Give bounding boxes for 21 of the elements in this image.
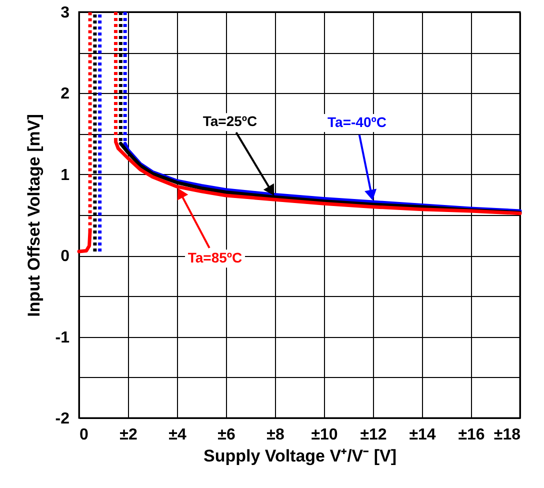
x-tick-label: ±12 bbox=[360, 426, 387, 444]
x-tick-label: ±8 bbox=[266, 426, 284, 444]
x-tick-label: ±6 bbox=[218, 426, 236, 444]
y-tick-label: 3 bbox=[60, 4, 70, 22]
x-tick-label: ±14 bbox=[409, 426, 436, 444]
x-tick-label: ±18 bbox=[494, 426, 521, 444]
x-tick-label: 0 bbox=[80, 426, 88, 444]
x-tick-label: ±2 bbox=[120, 426, 138, 444]
y-tick-label: -1 bbox=[55, 329, 70, 346]
y-axis-title: Input Offset Voltage [mV] bbox=[24, 114, 44, 317]
y-tick-label: 1 bbox=[60, 166, 70, 184]
text: Ta=25ºC bbox=[202, 113, 258, 130]
y-tick-label: -2 bbox=[55, 410, 70, 428]
text: Ta=85ºC bbox=[188, 250, 242, 266]
y-tick-label: 0 bbox=[60, 248, 70, 266]
text: Ta=-40ºC bbox=[328, 114, 386, 130]
x-tick-label: ±10 bbox=[311, 426, 338, 444]
x-tick-label: ±16 bbox=[458, 426, 485, 444]
x-axis-title: Supply Voltage V⁺/V⁻ [V] bbox=[203, 446, 397, 466]
y-tick-label: 2 bbox=[60, 86, 70, 103]
x-tick-label: ±4 bbox=[168, 426, 186, 444]
